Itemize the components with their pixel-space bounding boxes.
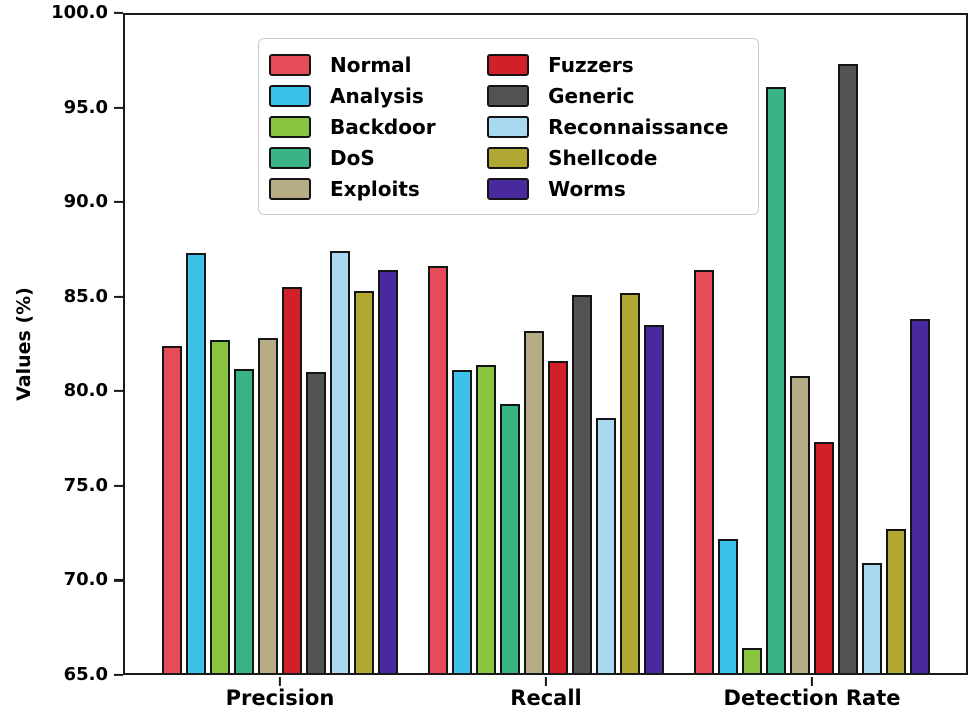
legend-label-shellcode: Shellcode [548,145,658,170]
y-tick-label-90: 90.0 [63,191,108,213]
bar-backdoor-precision [210,340,230,673]
bar-dos-recall [500,404,520,673]
x-category-label-detection-rate: Detection Rate [723,686,901,710]
legend-item-analysis: Analysis [269,80,451,111]
plot-area: Normal Analysis Backdoor DoS Exploits Fuzzers… [123,13,968,675]
bar-analysis-recall [452,370,472,673]
legend: Normal Analysis Backdoor DoS Exploits Fuzzers… [258,38,759,215]
legend-item-dos: DoS [269,142,451,173]
legend-label-reconnaissance: Reconnaissance [548,114,729,139]
legend-swatch-reconnaissance [487,115,530,138]
bar-exploits-recall [524,330,544,673]
legend-swatch-worms [487,177,530,200]
legend-item-normal: Normal [269,49,451,80]
legend-label-normal: Normal [330,52,412,77]
legend-label-exploits: Exploits [330,176,420,201]
legend-item-fuzzers: Fuzzers [487,49,744,80]
bar-generic-detection-rate [838,64,858,673]
bar-analysis-precision [186,253,206,673]
bar-shellcode-recall [620,292,640,673]
bar-reconnaissance-detection-rate [862,563,882,673]
x-category-label-precision: Precision [225,686,335,710]
y-tick-mark [114,106,123,109]
y-tick-mark [114,11,123,15]
y-tick-label-70: 70.0 [63,569,108,591]
legend-swatch-fuzzers [487,53,530,76]
bar-fuzzers-detection-rate [814,442,834,673]
bar-worms-precision [378,270,398,673]
bar-normal-precision [162,345,182,673]
bar-fuzzers-precision [282,287,302,673]
legend-item-generic: Generic [487,80,744,111]
legend-label-worms: Worms [548,176,626,201]
bar-group-detection-rate [694,15,930,673]
bar-generic-precision [306,372,326,673]
bar-group-precision [162,15,398,673]
legend-swatch-analysis [269,84,311,107]
bar-reconnaissance-recall [596,417,616,673]
y-tick-label-95: 95.0 [63,96,108,118]
legend-item-worms: Worms [487,173,744,204]
bar-analysis-detection-rate [718,538,738,673]
y-tick-mark [114,579,123,582]
x-category-label-recall: Recall [510,686,582,710]
legend-swatch-exploits [269,177,311,200]
y-tick-mark [114,390,123,393]
bar-worms-detection-rate [910,319,930,673]
y-tick-mark [114,295,123,298]
legend-swatch-normal [269,53,311,76]
bar-fuzzers-recall [548,360,568,673]
bar-exploits-detection-rate [790,376,810,673]
bar-worms-recall [644,325,664,673]
legend-label-backdoor: Backdoor [330,114,436,139]
bar-group-recall [428,15,664,673]
y-tick-label-100: 100.0 [51,2,108,23]
legend-swatch-backdoor [269,115,311,138]
y-tick-label-65: 65.0 [63,664,108,685]
legend-swatch-generic [487,84,530,107]
y-tick-label-80: 80.0 [63,380,108,402]
bar-reconnaissance-precision [330,251,350,673]
legend-swatch-dos [269,146,311,169]
bar-generic-recall [572,294,592,673]
bar-backdoor-recall [476,364,496,673]
y-tick-label-85: 85.0 [63,285,108,307]
legend-swatch-shellcode [487,146,530,169]
bar-shellcode-detection-rate [886,529,906,673]
legend-label-dos: DoS [330,145,375,170]
x-tick-mark [278,677,282,686]
legend-item-exploits: Exploits [269,173,451,204]
bar-shellcode-precision [354,290,374,673]
bar-dos-detection-rate [766,86,786,673]
bar-normal-detection-rate [694,270,714,673]
legend-item-shellcode: Shellcode [487,142,744,173]
y-tick-label-75: 75.0 [63,474,108,496]
x-tick-mark [810,677,814,686]
legend-label-analysis: Analysis [330,83,424,108]
legend-item-reconnaissance: Reconnaissance [487,111,744,142]
bar-dos-precision [234,368,254,673]
bar-normal-recall [428,266,448,673]
legend-label-generic: Generic [548,83,635,108]
y-tick-mark [114,484,123,487]
y-tick-mark [114,201,123,204]
bar-backdoor-detection-rate [742,648,762,673]
x-tick-mark [544,677,548,686]
bar-exploits-precision [258,338,278,673]
y-tick-mark [114,673,123,677]
legend-label-fuzzers: Fuzzers [548,52,634,77]
legend-item-backdoor: Backdoor [269,111,451,142]
